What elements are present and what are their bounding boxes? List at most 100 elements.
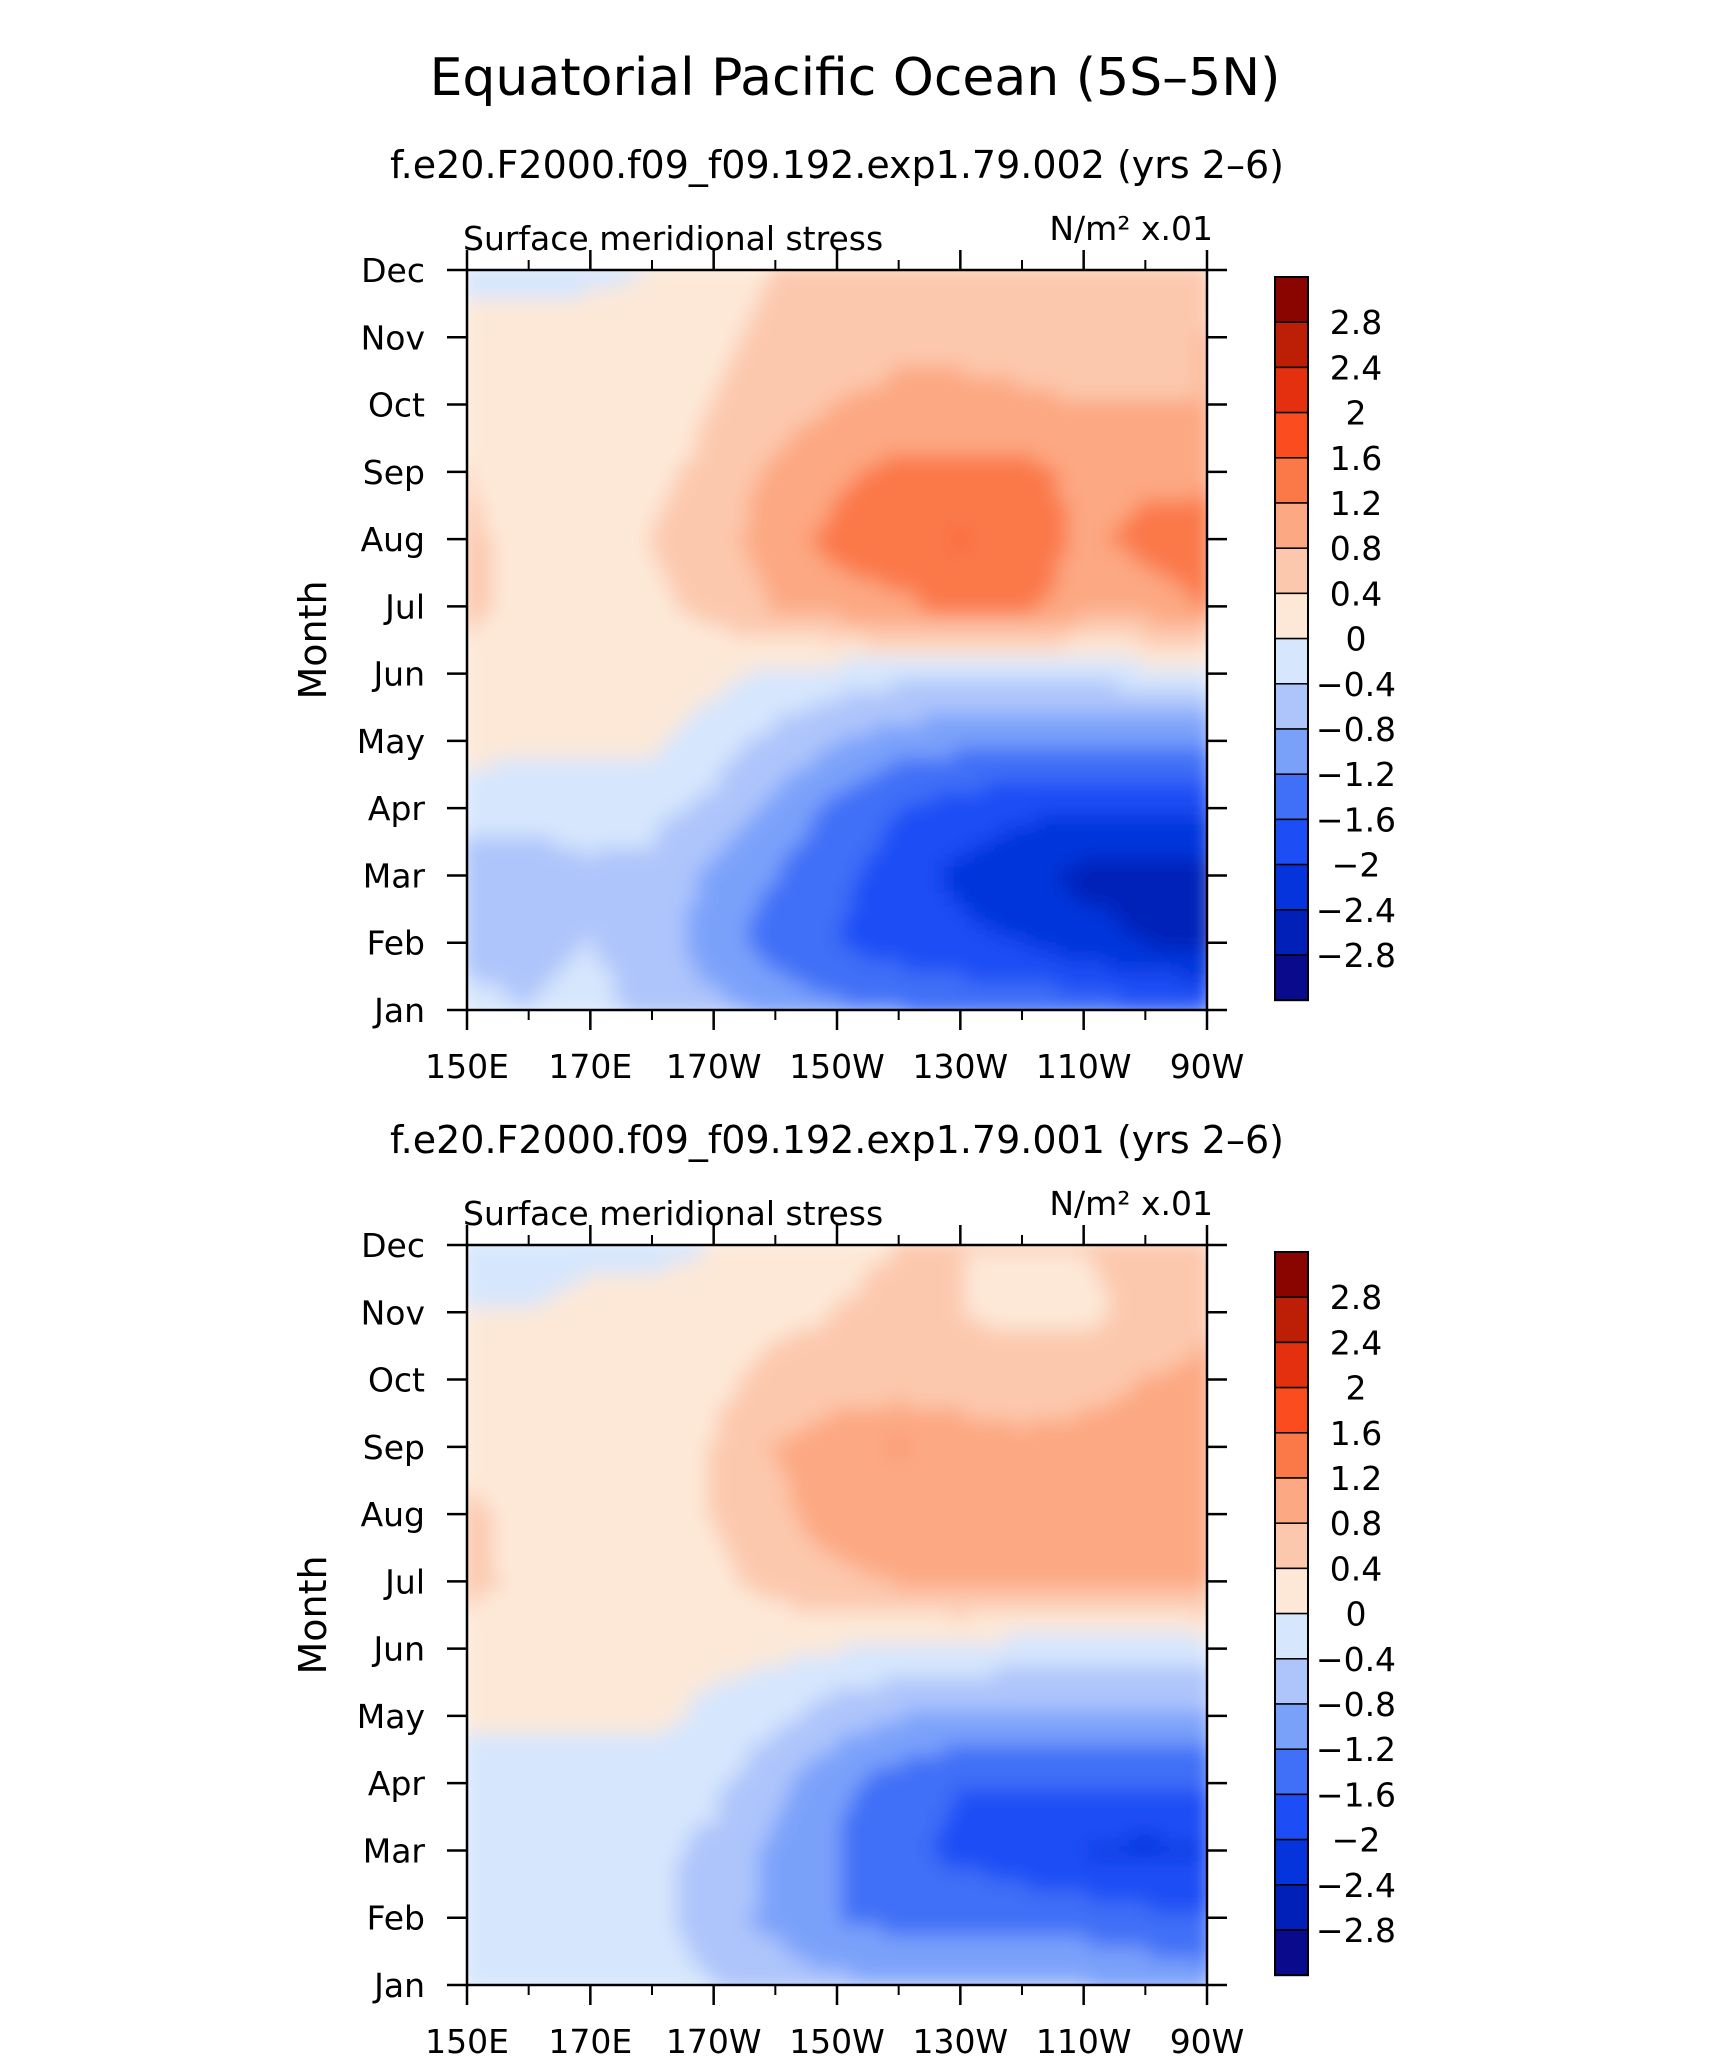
field-cell bbox=[1077, 700, 1090, 714]
field-cell bbox=[964, 734, 977, 748]
field-cell bbox=[717, 992, 731, 1006]
field-cell bbox=[481, 947, 494, 961]
field-cell bbox=[1067, 678, 1080, 692]
field-cell bbox=[1149, 812, 1162, 826]
field-cell bbox=[1200, 1003, 1207, 1010]
field-cell bbox=[789, 958, 803, 972]
field-cell bbox=[1067, 644, 1080, 658]
field-cell bbox=[1026, 958, 1039, 972]
field-cell bbox=[1190, 711, 1203, 726]
field-cell bbox=[758, 711, 772, 726]
field-cell bbox=[892, 812, 905, 826]
field-cell bbox=[604, 958, 618, 972]
field-cell bbox=[676, 756, 689, 770]
field-cell bbox=[1087, 801, 1101, 815]
field-cell bbox=[820, 644, 833, 658]
field-cell bbox=[789, 969, 803, 983]
field-cell bbox=[687, 913, 700, 927]
field-cell bbox=[748, 745, 761, 759]
y-tick-label: Aug bbox=[361, 520, 425, 559]
field-cell bbox=[717, 857, 731, 871]
field-cell bbox=[666, 936, 679, 950]
field-cell bbox=[923, 633, 936, 647]
field-cell bbox=[481, 700, 494, 714]
field-cell bbox=[1170, 835, 1183, 849]
field-cell bbox=[810, 857, 823, 871]
field-cell bbox=[1067, 936, 1080, 950]
field-cell bbox=[769, 723, 782, 737]
field-cell bbox=[522, 924, 535, 939]
field-cell bbox=[1108, 947, 1121, 961]
field-cell bbox=[830, 667, 844, 681]
field-cell bbox=[913, 936, 926, 950]
field-cell bbox=[1046, 824, 1059, 838]
field-cell bbox=[1149, 745, 1162, 759]
field-cell bbox=[573, 969, 587, 983]
field-cell bbox=[1087, 644, 1101, 658]
field-cell bbox=[758, 868, 772, 882]
field-cell bbox=[553, 835, 566, 849]
field-cell bbox=[707, 880, 720, 894]
field-cell bbox=[1067, 947, 1080, 961]
field-cell bbox=[974, 734, 988, 748]
field-cell bbox=[748, 868, 761, 882]
field-cell bbox=[779, 622, 792, 636]
y-tick-label: Feb bbox=[367, 924, 425, 963]
field-cell bbox=[964, 936, 977, 950]
field-cell bbox=[467, 667, 474, 681]
field-cell bbox=[995, 936, 1008, 950]
field-cell bbox=[923, 947, 936, 961]
field-cell bbox=[512, 958, 525, 972]
field-cell bbox=[943, 622, 957, 636]
field-cell bbox=[687, 779, 700, 793]
field-cell bbox=[748, 992, 761, 1006]
field-cell bbox=[995, 801, 1008, 815]
field-cell bbox=[1098, 767, 1111, 782]
field-cell bbox=[1170, 958, 1183, 972]
field-cell bbox=[789, 891, 803, 905]
field-cell bbox=[656, 588, 669, 602]
field-cell bbox=[502, 958, 515, 972]
field-cell bbox=[1139, 689, 1152, 703]
field-cell bbox=[1200, 992, 1207, 1006]
field-cell bbox=[1005, 857, 1018, 871]
field-cell bbox=[1087, 902, 1101, 916]
field-cell bbox=[615, 902, 628, 916]
field-cell bbox=[584, 689, 597, 703]
field-cell bbox=[892, 577, 905, 591]
field-cell bbox=[481, 958, 494, 972]
field-cell bbox=[769, 857, 782, 871]
field-cell bbox=[830, 902, 844, 916]
field-cell bbox=[563, 633, 576, 647]
field-cell bbox=[563, 868, 576, 882]
field-cell bbox=[676, 723, 689, 737]
field-cell bbox=[563, 824, 576, 838]
field-cell bbox=[1159, 958, 1173, 972]
field-cell bbox=[594, 667, 607, 681]
field-cell bbox=[800, 599, 813, 613]
field-cell bbox=[1026, 611, 1039, 625]
field-cell bbox=[789, 711, 803, 726]
field-cell bbox=[892, 599, 905, 613]
field-cell bbox=[1118, 622, 1131, 636]
field-cell bbox=[697, 880, 710, 894]
field-cell bbox=[666, 723, 679, 737]
x-tick-label: 170E bbox=[548, 1047, 632, 1086]
field-cell bbox=[656, 835, 669, 849]
field-cell bbox=[1077, 924, 1090, 939]
field-cell bbox=[491, 756, 504, 770]
field-cell bbox=[800, 689, 813, 703]
field-cell bbox=[625, 756, 638, 770]
field-cell bbox=[502, 981, 515, 995]
field-cell bbox=[563, 835, 576, 849]
field-cell bbox=[543, 734, 556, 748]
field-cell bbox=[635, 969, 648, 983]
field-cell bbox=[943, 947, 957, 961]
field-cell bbox=[1118, 767, 1131, 782]
field-cell bbox=[748, 936, 761, 950]
field-cell bbox=[985, 689, 998, 703]
field-cell bbox=[676, 891, 689, 905]
field-cell bbox=[758, 678, 772, 692]
field-cell bbox=[769, 655, 782, 669]
field-cell bbox=[1046, 958, 1059, 972]
